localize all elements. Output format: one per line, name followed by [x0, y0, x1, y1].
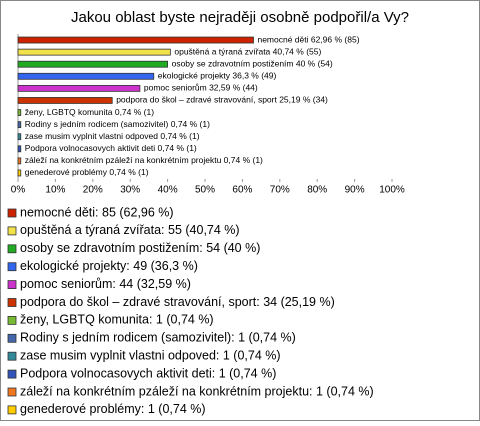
legend-swatch — [7, 262, 17, 272]
bar — [17, 84, 141, 92]
legend-swatch — [7, 315, 17, 325]
value-label: Rodiny s jedním rodicem (samozivitel) 0,… — [25, 119, 210, 129]
legend-swatch — [7, 387, 17, 397]
legend-label: ekologické projekty: 49 (36,3 %) — [20, 259, 198, 273]
value-label: pomoc seniorům 32,59 % (44) — [144, 83, 258, 93]
legend-label: zase musim vyplnit vlastni odpoved: 1 (0… — [20, 348, 281, 362]
legend-swatch — [7, 369, 17, 379]
x-tick-label: 30% — [120, 185, 140, 196]
legend-swatch — [7, 351, 17, 361]
x-tick-label: 20% — [83, 185, 103, 196]
x-tick-label: 40% — [158, 185, 178, 196]
value-label: osoby se zdravotním postižením 40 % (54) — [172, 58, 333, 68]
x-tick-label: 80% — [307, 185, 327, 196]
legend-label: ženy, LGBTQ komunita: 1 (0,74 %) — [20, 313, 214, 327]
chart-title: Jakou oblast byste nejraději osobně podp… — [71, 9, 409, 26]
x-tick-label: 0% — [11, 185, 26, 196]
bar — [17, 97, 113, 104]
value-label: Podpora volnocasovych aktivit deti 0,74 … — [25, 143, 197, 153]
bar — [17, 145, 22, 153]
legend-swatch — [7, 226, 17, 236]
legend-label: osoby se zdravotním postižením: 54 (40 %… — [20, 241, 260, 255]
legend-label: pomoc seniorům: 44 (32,59 %) — [20, 277, 191, 291]
x-tick-label: 50% — [195, 185, 215, 196]
legend-label: genederové problémy: 1 (0,74 %) — [20, 402, 206, 416]
x-tick-label: 60% — [232, 185, 252, 196]
x-tick-label: 100% — [379, 185, 405, 196]
bar — [17, 133, 22, 141]
legend-label: Rodiny s jedním rodicem (samozivitel): 1… — [20, 331, 296, 345]
legend-swatch — [7, 405, 17, 415]
value-label: záleží na konkrétním pzáleží na konkrétn… — [25, 155, 263, 165]
legend-label: nemocné děti: 85 (62,96 %) — [20, 205, 174, 219]
value-label: ženy, LGBTQ komunita 0,74 % (1) — [25, 107, 154, 117]
value-label: nemocné děti 62,96 % (85) — [257, 34, 359, 44]
legend-swatch — [7, 280, 17, 290]
bar — [17, 72, 155, 80]
legend-swatch — [7, 333, 17, 343]
value-label: ekologické projekty 36,3 % (49) — [158, 71, 277, 81]
legend-label: záleží na konkrétním pzáleží na konkrétn… — [20, 384, 374, 398]
bar — [17, 48, 171, 56]
x-tick-label: 10% — [45, 185, 65, 196]
x-tick-label: 70% — [270, 185, 290, 196]
legend-label: podpora do škol – zdravé stravování, spo… — [20, 295, 335, 309]
bar — [17, 121, 22, 129]
value-label: opuštěná a týraná zvířata 40,74 % (55) — [174, 46, 321, 56]
legend-swatch — [7, 208, 17, 218]
x-tick-label: 90% — [345, 185, 365, 196]
bar — [17, 60, 169, 68]
bar — [17, 157, 22, 165]
legend-swatch — [7, 298, 17, 307]
bar — [17, 36, 254, 44]
legend-label: opuštěná a týraná zvířata: 55 (40,74 %) — [20, 223, 240, 237]
value-label: zase musim vyplnit vlastni odpoved 0,74 … — [25, 131, 200, 141]
bar — [17, 169, 22, 177]
bar — [17, 109, 22, 116]
legend-swatch — [7, 244, 17, 254]
value-label: genederové problémy 0,74 % (1) — [25, 167, 149, 177]
legend-label: Podpora volnocasovych aktivit deti: 1 (0… — [20, 366, 276, 380]
value-label: podpora do škol – zdravé stravování, spo… — [116, 95, 328, 105]
